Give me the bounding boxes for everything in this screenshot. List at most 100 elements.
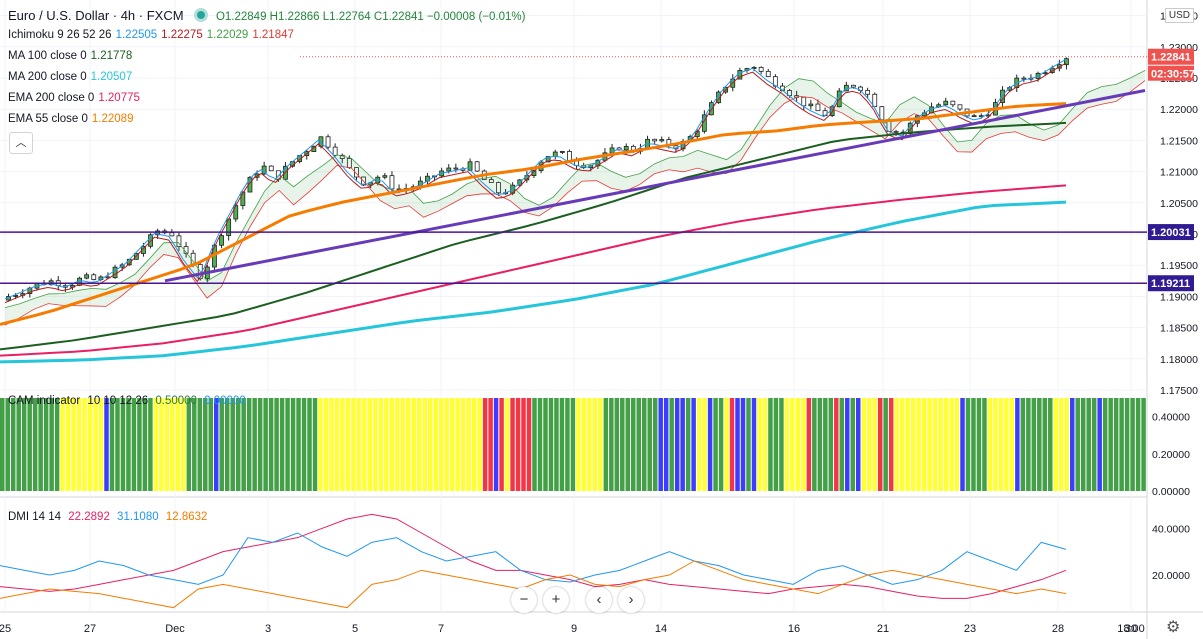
indicator-value: 1.21847	[252, 29, 294, 41]
cam-bar	[938, 398, 943, 491]
cam-bar	[658, 398, 663, 491]
cam-bar	[312, 398, 318, 491]
cam-bar	[543, 398, 548, 491]
price-tick-label: 1.20500	[1160, 198, 1198, 210]
cam-bar	[510, 398, 515, 491]
indicator-row[interactable]: MA 100 close 0 1.21778	[8, 50, 136, 62]
gear-icon[interactable]: ⚙	[1166, 619, 1181, 636]
candle-body	[141, 245, 146, 254]
cam-bar	[685, 398, 691, 491]
cam-params: 10 10 12 26	[87, 395, 149, 407]
cam-bar	[137, 398, 142, 491]
indicator-row[interactable]: EMA 55 close 0 1.22089	[8, 113, 137, 125]
cam-bar	[373, 398, 378, 491]
cam-bar	[38, 398, 43, 491]
ichimoku-span-b	[4, 80, 1146, 326]
cam-bar	[707, 398, 713, 491]
x-tick-label: 5	[352, 623, 358, 635]
countdown-box	[1148, 65, 1194, 81]
cam-bar	[515, 398, 521, 491]
symbol-header: Euro / U.S. Dollar · 4h · FXCM O1.22849 …	[8, 8, 529, 23]
cam-bar	[356, 398, 362, 491]
cam-bar	[823, 398, 828, 491]
cam-bar	[10, 398, 16, 491]
cam-bar	[0, 398, 5, 491]
scroll-forward-button[interactable]: ›	[618, 587, 644, 613]
cam-bars	[0, 398, 1146, 491]
candle-body	[1064, 58, 1069, 66]
cam-bar	[834, 398, 839, 491]
cam-bar	[340, 398, 345, 491]
cam-bar	[943, 398, 949, 491]
cam-bar	[916, 398, 921, 491]
cam-bar	[21, 398, 27, 491]
cam-bar	[960, 398, 965, 491]
ohlc-values: O1.22849 H1.22866 L1.22764 C1.22841 −0.0…	[215, 11, 526, 23]
cam-bar	[230, 398, 235, 491]
candle-body	[13, 294, 19, 297]
cam-bar	[208, 398, 213, 491]
candle-body	[893, 130, 899, 133]
cam-bar	[1097, 398, 1102, 491]
cam-bar	[801, 398, 806, 491]
cam-bar	[905, 398, 910, 491]
indicator-value: 1.22029	[206, 29, 249, 41]
cam-bar	[795, 398, 801, 491]
status-dot-icon	[196, 11, 205, 19]
candle-body	[567, 151, 572, 162]
cam-bar	[345, 398, 351, 491]
cam-bar	[735, 398, 740, 491]
scroll-back-button[interactable]: ‹	[586, 587, 612, 613]
cam-bar	[702, 398, 707, 491]
x-tick-label: 25	[0, 623, 11, 635]
indicator-value: 1.21778	[90, 50, 133, 62]
symbol-title[interactable]: Euro / U.S. Dollar · 4h · FXCM	[8, 8, 184, 23]
indicator-label: EMA 200 close 0	[8, 92, 95, 104]
cam-bar	[93, 398, 98, 491]
cam-bar	[680, 398, 685, 491]
cam-bar	[861, 398, 866, 491]
candle-body	[851, 84, 856, 88]
cam-tick-label: 0.20000	[1152, 449, 1190, 461]
cam-bar	[790, 398, 795, 491]
cam-bar	[400, 398, 406, 491]
cam-bar	[762, 398, 768, 491]
candle-body	[1021, 77, 1027, 80]
cam-bar	[384, 398, 389, 491]
cam-bar	[49, 398, 54, 491]
indicator-row[interactable]: MA 200 close 0 1.20507	[8, 71, 136, 83]
cam-bar	[663, 398, 669, 491]
dmi-legend: DMI 14 14 22.2892 31.1080 12.8632	[8, 511, 211, 523]
zoom-out-button[interactable]: −	[511, 587, 537, 613]
price-tick-label: 1.18000	[1160, 354, 1198, 366]
chevron-up-icon[interactable]: ︿	[9, 132, 33, 154]
candle-body	[382, 175, 388, 178]
candle-body	[872, 93, 878, 108]
cam-bar	[1135, 398, 1141, 491]
cam-bar	[921, 398, 927, 491]
cam-bar	[872, 398, 877, 491]
cam-bar	[449, 398, 455, 491]
cam-bar	[148, 398, 153, 491]
cam-bar	[460, 398, 466, 491]
currency-label: USD	[1164, 8, 1194, 23]
x-tick-label: 23	[964, 623, 976, 635]
zoom-in-button[interactable]: +	[543, 587, 569, 613]
candle-body	[957, 104, 963, 110]
price-tick-label: 1.19000	[1160, 291, 1198, 303]
indicator-row[interactable]: Ichimoku 9 26 52 26 1.22505 1.22275 1.22029…	[8, 29, 298, 41]
cam-bar	[982, 398, 987, 491]
cam-bar	[718, 398, 724, 491]
candle-body	[751, 66, 757, 69]
cam-bar	[422, 398, 427, 491]
ema55-line	[0, 102, 1067, 326]
cam-bar	[43, 398, 49, 491]
cam-bar	[927, 398, 932, 491]
ichimoku-conversion-line	[4, 58, 1067, 300]
cam-bar	[866, 398, 872, 491]
last-price-label: 1.22841	[1151, 52, 1191, 64]
dmi-plus-line	[0, 513, 1067, 599]
cam-bar	[828, 398, 834, 491]
indicator-row[interactable]: EMA 200 close 0 1.20775	[8, 92, 144, 104]
